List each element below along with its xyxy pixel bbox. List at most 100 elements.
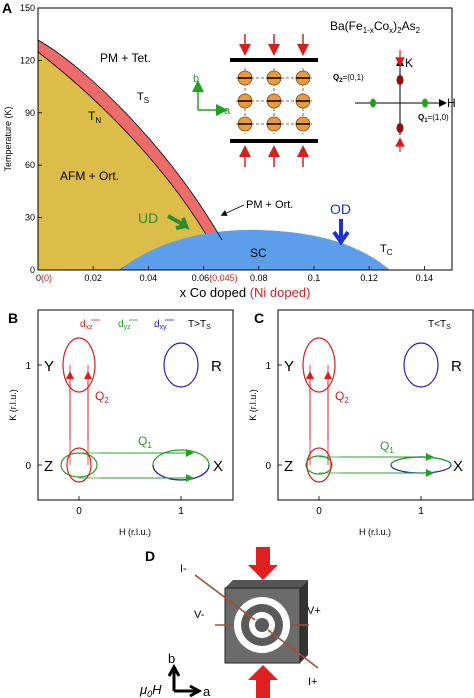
r-pocket-dxy [163, 342, 199, 388]
panel-b-temp-label: T>TS [188, 319, 211, 331]
svg-text:0: 0 [76, 506, 82, 517]
orbital-dxy-legend: dxy [154, 319, 167, 331]
y-tick-label: 0 [30, 265, 35, 275]
compound-formula: Ba(Fe1-xCox)2As2 [330, 19, 421, 35]
field-label: μ0H [139, 682, 162, 698]
svg-text:a: a [224, 105, 231, 117]
afm-ort-label: AFM + Ort. [60, 169, 119, 183]
pm-tet-label: PM + Tet. [100, 51, 151, 65]
c-point-z: Z [284, 458, 293, 475]
panel-b-xlabel: H (r.l.u.) [119, 527, 151, 537]
svg-text:1: 1 [178, 506, 184, 517]
c-point-x: X [453, 458, 463, 475]
y-tick-label: 150 [20, 3, 35, 13]
y-tick-group: 0 30 60 90 120 150 [20, 3, 42, 275]
svg-text:b: b [168, 651, 175, 666]
c-z-pocket-dyz [305, 455, 333, 475]
point-r: R [211, 358, 222, 375]
lead-i-minus [194, 574, 256, 621]
svg-text:0: 0 [25, 461, 31, 472]
panel-a-frame [37, 7, 453, 271]
c-point-y: Y [284, 358, 294, 375]
x-tick-label: 0.04 [140, 273, 158, 283]
x-tick-label: 0.1 [308, 273, 321, 283]
panel-a: A 0 30 60 90 120 150 0(0) 0.02 0.04 0.06(0.045) 0… [2, 0, 456, 300]
c-z-pocket-dxz [306, 447, 332, 483]
ud-arrow [167, 214, 190, 231]
strain-lattice-inset [230, 34, 318, 167]
point-z: Z [44, 458, 53, 475]
z-pocket-dxz [66, 447, 92, 483]
od-label: OD [330, 201, 351, 217]
panel-c-temp-label: T<TS [428, 319, 451, 331]
panel-c-xlabel: H (r.l.u.) [359, 527, 391, 537]
panel-c-frame [277, 309, 474, 501]
c-point-r: R [451, 358, 462, 375]
panel-b-frame [37, 309, 234, 501]
ab-axes-inset: b a [192, 73, 231, 117]
stress-arrow-top [248, 547, 278, 580]
panel-b-ylabel: K (r.l.u.) [8, 389, 18, 421]
svg-text:1: 1 [418, 506, 424, 517]
label-v-plus: V+ [307, 605, 321, 617]
panel-d-letter: D [145, 548, 155, 564]
panel-a-letter: A [2, 0, 12, 16]
label-v-minus: V- [194, 609, 205, 621]
orbital-dxz-legend: dxz [80, 319, 93, 331]
ts-band-region [38, 40, 222, 248]
svg-text:1: 1 [25, 361, 31, 372]
y-axis-label: Temperature (K) [3, 106, 13, 171]
tc-label: TC [380, 243, 393, 257]
c-r-pocket-dxy [403, 342, 439, 388]
tn-label: TN [88, 109, 101, 125]
y-tick-label: 120 [20, 55, 35, 65]
x-tick-label: 0.06(0.045) [192, 273, 238, 283]
crystal-block-side [300, 580, 308, 663]
c-y-pocket-dxz [302, 337, 336, 393]
sc-label: SC [250, 246, 267, 260]
afm-region [38, 51, 215, 270]
svg-text:H: H [447, 96, 456, 110]
stress-arrow-bottom [248, 665, 278, 698]
panel-c-q1-label: Q1 [380, 439, 394, 455]
ts-label: TS [137, 91, 149, 105]
x-tick-label: 0.08 [250, 273, 268, 283]
point-y: Y [44, 358, 54, 375]
ab-axes-d [167, 663, 203, 698]
y-tick-label: 30 [25, 213, 35, 223]
svg-text:1: 1 [265, 361, 271, 372]
panel-c-ylabel: K (r.l.u.) [248, 389, 258, 421]
y-pocket-dxz [62, 337, 96, 393]
svg-text:a: a [203, 684, 211, 698]
svg-text:K: K [405, 56, 413, 70]
q-space-inset: K H Q2=(0,1) Q1=(1,0) [333, 50, 456, 152]
orbital-dyz-legend: dyz [118, 319, 131, 331]
panel-b-q1-label: Q1 [138, 434, 152, 450]
panel-c-q1-arrows [319, 453, 434, 477]
crystal-block-top [225, 580, 308, 588]
svg-text:Q1=(1,0): Q1=(1,0) [418, 113, 449, 124]
label-i-plus: I+ [308, 676, 317, 688]
lead-i-plus [267, 629, 319, 669]
svg-text:0: 0 [316, 506, 322, 517]
ud-label: UD [138, 210, 158, 226]
panel-b-q2-arrows [66, 365, 92, 465]
panel-b: B K (r.l.u.) H (r.l.u.) 0 1 1 0 dxz dyz … [8, 309, 234, 537]
label-i-minus: I- [180, 563, 187, 575]
x-tick-label: 0(0) [36, 273, 52, 283]
panel-d: D I- I+ V- V+ b a μ0H [139, 547, 321, 698]
x-tick-label: 0.14 [416, 273, 434, 283]
svg-text:Q2=(0,1): Q2=(0,1) [333, 73, 364, 84]
panel-b-letter: B [8, 310, 18, 326]
svg-text:b: b [193, 73, 199, 85]
y-tick-label: 90 [25, 108, 35, 118]
panel-b-q2-label: Q2 [95, 389, 109, 405]
panel-b-q1-arrows [79, 449, 194, 482]
x-axis-label: x Co doped (Ni doped) [180, 285, 311, 300]
panel-c-q2-arrows [306, 365, 332, 465]
sc-dome-region [120, 229, 390, 270]
y-tick-label: 60 [25, 160, 35, 170]
pm-ort-pointer [220, 204, 245, 216]
x-tick-label: 0.02 [84, 273, 102, 283]
